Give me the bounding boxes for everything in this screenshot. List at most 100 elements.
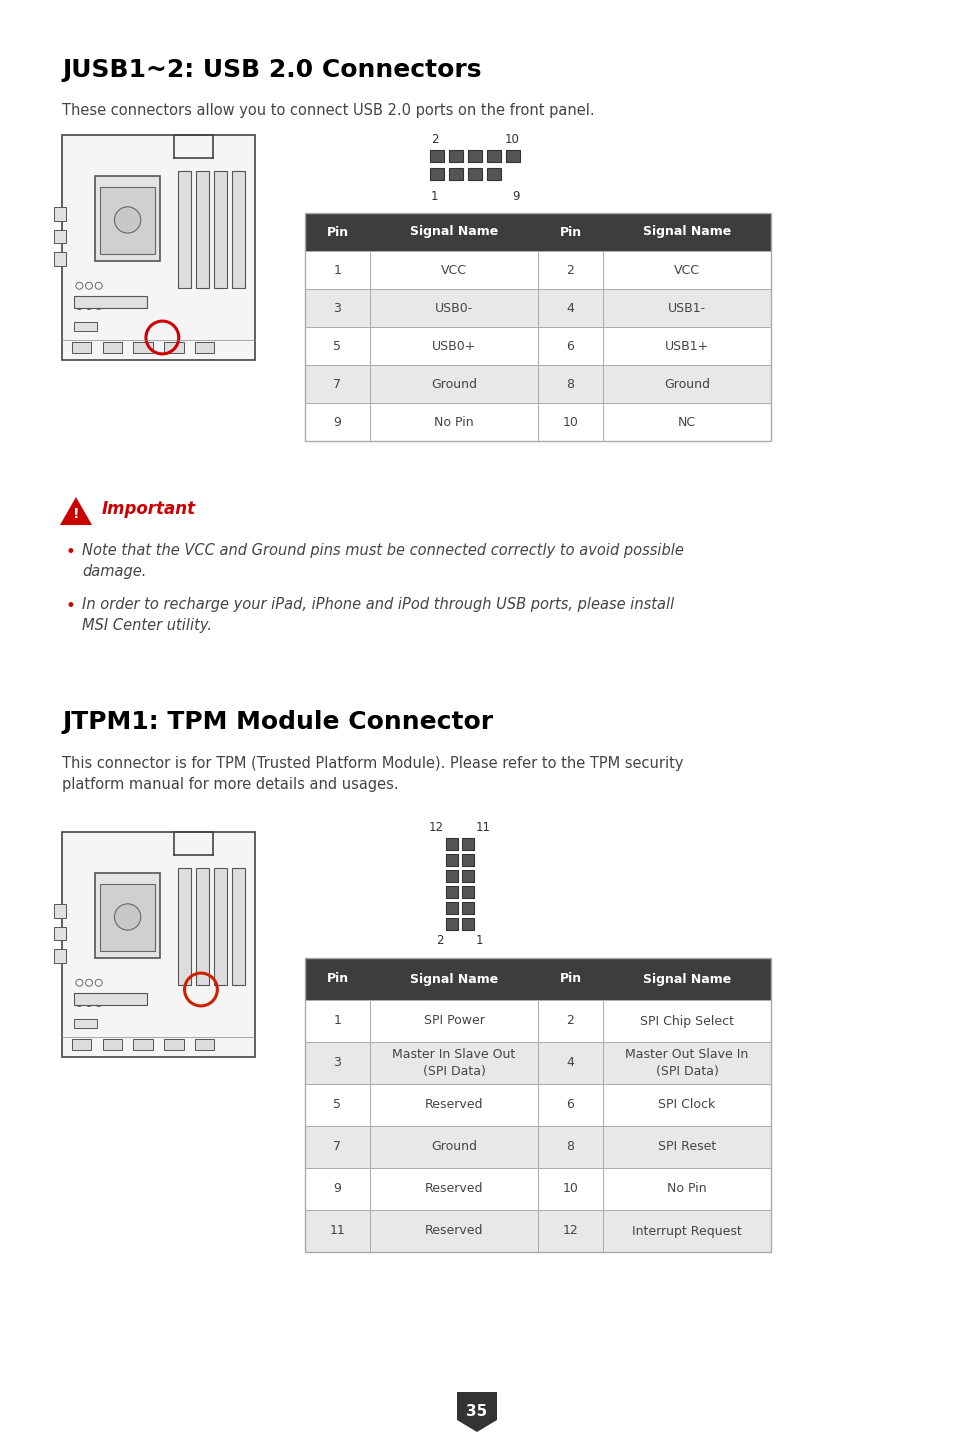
Bar — [602, 402, 770, 441]
Bar — [461, 886, 474, 898]
Bar — [370, 1084, 537, 1126]
Text: Master In Slave Out
(SPI Data): Master In Slave Out (SPI Data) — [392, 1048, 515, 1077]
Text: 1: 1 — [334, 263, 341, 276]
Bar — [305, 402, 370, 441]
Text: 3: 3 — [334, 1057, 341, 1070]
Bar — [602, 1084, 770, 1126]
Bar — [430, 168, 443, 180]
Text: SPI Power: SPI Power — [423, 1014, 484, 1028]
Text: SPI Clock: SPI Clock — [658, 1098, 715, 1111]
Bar — [602, 1210, 770, 1252]
Bar — [486, 168, 500, 180]
Bar — [73, 992, 147, 1005]
Text: Pin: Pin — [326, 225, 348, 239]
Bar — [505, 150, 519, 162]
Text: SPI Chip Select: SPI Chip Select — [639, 1014, 733, 1028]
Text: 5: 5 — [334, 339, 341, 352]
Bar — [370, 958, 537, 1000]
Bar — [446, 918, 457, 929]
Text: Pin: Pin — [326, 972, 348, 985]
Text: VCC: VCC — [440, 263, 467, 276]
Text: 11: 11 — [330, 1224, 345, 1237]
Text: 9: 9 — [334, 1183, 341, 1196]
Bar — [213, 868, 227, 985]
Text: In order to recharge your iPad, iPhone and iPod through USB ports, please instal: In order to recharge your iPad, iPhone a… — [82, 597, 674, 633]
Text: •: • — [66, 543, 76, 561]
Circle shape — [114, 206, 141, 233]
Text: 10: 10 — [562, 1183, 578, 1196]
Text: USB1-: USB1- — [667, 302, 705, 315]
Text: Pin: Pin — [558, 972, 581, 985]
Bar — [232, 868, 245, 985]
Text: Ground: Ground — [663, 378, 709, 391]
Bar — [602, 1000, 770, 1042]
Bar — [54, 927, 66, 939]
Bar — [305, 289, 370, 326]
Text: 12: 12 — [562, 1224, 578, 1237]
Bar — [370, 1210, 537, 1252]
Text: Reserved: Reserved — [424, 1224, 483, 1237]
Bar — [195, 170, 209, 288]
Bar — [370, 326, 537, 365]
Bar — [213, 170, 227, 288]
Bar — [602, 326, 770, 365]
Text: No Pin: No Pin — [666, 1183, 706, 1196]
Bar — [71, 342, 91, 354]
Bar — [102, 342, 122, 354]
Text: Reserved: Reserved — [424, 1098, 483, 1111]
Bar — [54, 949, 66, 962]
Bar — [602, 289, 770, 326]
Text: 10: 10 — [562, 415, 578, 428]
Bar — [537, 402, 602, 441]
Bar — [537, 365, 602, 402]
Text: 7: 7 — [334, 1140, 341, 1154]
Text: 2: 2 — [566, 263, 574, 276]
Text: This connector is for TPM (Trusted Platform Module). Please refer to the TPM sec: This connector is for TPM (Trusted Platf… — [62, 756, 682, 792]
Bar — [54, 208, 66, 221]
Text: Signal Name: Signal Name — [410, 972, 497, 985]
Text: Master Out Slave In
(SPI Data): Master Out Slave In (SPI Data) — [625, 1048, 748, 1077]
Bar — [537, 1210, 602, 1252]
Bar — [446, 853, 457, 866]
Text: 8: 8 — [566, 378, 574, 391]
Bar — [100, 885, 155, 951]
Bar — [446, 838, 457, 851]
Bar — [305, 958, 370, 1000]
Bar — [177, 170, 192, 288]
Bar — [537, 289, 602, 326]
Bar — [370, 365, 537, 402]
Bar — [54, 229, 66, 243]
Text: JTPM1: TPM Module Connector: JTPM1: TPM Module Connector — [62, 710, 493, 735]
Bar — [602, 1126, 770, 1169]
Bar — [305, 1210, 370, 1252]
Bar — [54, 904, 66, 918]
Bar — [537, 958, 602, 1000]
Text: 9: 9 — [512, 190, 519, 203]
Text: Ground: Ground — [431, 1140, 476, 1154]
Bar — [305, 1000, 370, 1042]
Text: 2: 2 — [431, 133, 438, 146]
Bar — [177, 868, 192, 985]
Bar — [602, 958, 770, 1000]
Text: 6: 6 — [566, 1098, 574, 1111]
Bar — [468, 168, 481, 180]
Bar — [602, 1042, 770, 1084]
Bar — [446, 886, 457, 898]
Text: Pin: Pin — [558, 225, 581, 239]
Text: 10: 10 — [504, 133, 519, 146]
Text: 4: 4 — [566, 302, 574, 315]
Bar — [461, 902, 474, 914]
Text: USB0+: USB0+ — [432, 339, 476, 352]
Bar — [133, 342, 152, 354]
Bar — [602, 213, 770, 251]
Text: JUSB1~2: USB 2.0 Connectors: JUSB1~2: USB 2.0 Connectors — [62, 59, 481, 82]
Bar — [102, 1040, 122, 1050]
Bar — [537, 326, 602, 365]
Bar — [461, 853, 474, 866]
Text: These connectors allow you to connect USB 2.0 ports on the front panel.: These connectors allow you to connect US… — [62, 103, 594, 117]
Bar — [370, 251, 537, 289]
Bar — [73, 296, 147, 308]
Text: 6: 6 — [566, 339, 574, 352]
Bar — [449, 150, 462, 162]
Bar — [537, 1000, 602, 1042]
